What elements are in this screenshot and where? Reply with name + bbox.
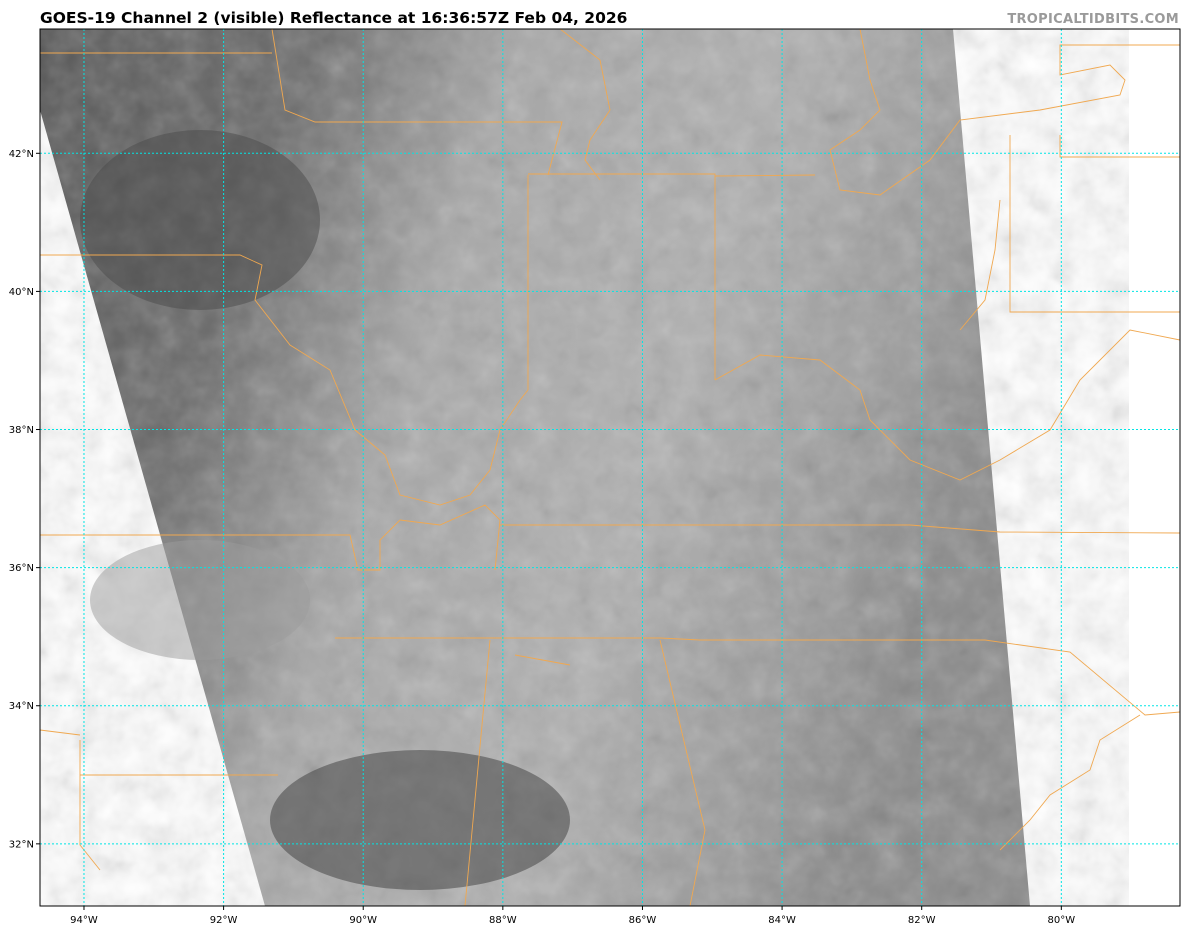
lon-tick-label: 92°W — [210, 915, 238, 926]
lat-tick-label: 36°N — [9, 563, 34, 574]
lat-tick-label: 42°N — [9, 149, 34, 160]
gridlines — [40, 29, 1180, 906]
axis-ticks: 94°W 92°W 90°W 88°W 86°W 84°W 82°W 80°W 42°N 40°N… — [9, 149, 1075, 926]
lat-tick-label: 34°N — [9, 701, 34, 712]
watermark: TROPICALTIDBITS.COM — [1007, 12, 1179, 27]
lon-tick-label: 82°W — [908, 915, 936, 926]
lat-tick-label: 40°N — [9, 287, 34, 298]
lon-tick-label: 90°W — [349, 915, 377, 926]
map-title: GOES-19 Channel 2 (visible) Reflectance … — [40, 9, 628, 27]
map-frame — [39, 28, 1181, 907]
lon-tick-label: 84°W — [768, 915, 796, 926]
lat-tick-label: 38°N — [9, 425, 34, 436]
lon-tick-label: 86°W — [629, 915, 657, 926]
lon-tick-label: 88°W — [489, 915, 517, 926]
lon-tick-label: 80°W — [1048, 915, 1076, 926]
lat-tick-label: 32°N — [9, 839, 34, 850]
state-borders — [40, 29, 1180, 906]
lon-tick-label: 94°W — [70, 915, 98, 926]
